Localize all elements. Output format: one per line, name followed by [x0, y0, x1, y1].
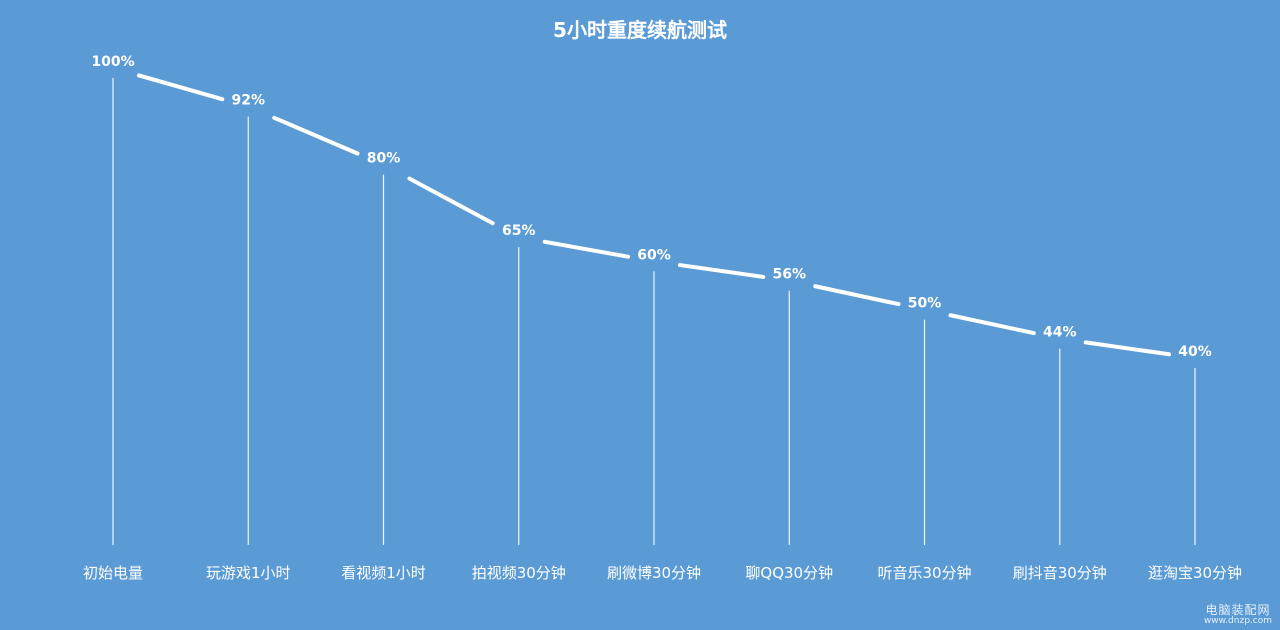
category-label: 拍视频30分钟 — [472, 564, 566, 582]
data-label: 60% — [637, 247, 671, 263]
data-label: 44% — [1043, 325, 1077, 341]
category-label: 初始电量 — [83, 564, 143, 582]
data-labels-group: 100% 92% 80% 65% 60% 56% 50% 44% 40% — [91, 54, 1211, 360]
series-line-segment — [542, 239, 630, 259]
category-label: 逛淘宝30分钟 — [1148, 564, 1242, 582]
data-label: 40% — [1178, 344, 1212, 360]
series-line-segment — [137, 73, 225, 102]
series-line-segment — [813, 284, 901, 307]
category-label: 听音乐30分钟 — [877, 564, 971, 582]
category-label: 聊QQ30分钟 — [745, 564, 833, 582]
data-label: 92% — [231, 93, 265, 109]
series-line-segment — [948, 313, 1036, 336]
series-line-group — [137, 73, 1171, 357]
category-label: 玩游戏1小时 — [206, 564, 291, 582]
data-label: 65% — [502, 223, 536, 239]
series-line-segment — [678, 263, 766, 279]
watermark-site-name: 电脑装配网 — [1205, 602, 1271, 617]
category-label: 看视频1小时 — [341, 564, 426, 582]
data-label: 50% — [908, 296, 942, 312]
watermark-url: www.dnzp.com — [1203, 615, 1272, 626]
drop-lines-group — [112, 78, 1196, 545]
data-label: 56% — [772, 267, 806, 283]
data-label: 100% — [91, 54, 134, 70]
data-label: 80% — [367, 151, 401, 167]
series-line-segment — [407, 176, 495, 226]
chart-title: 5小时重度续航测试 — [553, 18, 727, 42]
category-label: 刷微博30分钟 — [607, 564, 701, 582]
watermark: 电脑装配网 www.dnzp.com — [1204, 604, 1272, 626]
series-line-segment — [272, 115, 360, 156]
category-labels-group: 初始电量 玩游戏1小时 看视频1小时 拍视频30分钟 刷微博30分钟 聊QQ30分钟 听音乐… — [83, 564, 1242, 582]
category-label: 刷抖音30分钟 — [1013, 564, 1107, 582]
series-line-segment — [1083, 340, 1171, 357]
